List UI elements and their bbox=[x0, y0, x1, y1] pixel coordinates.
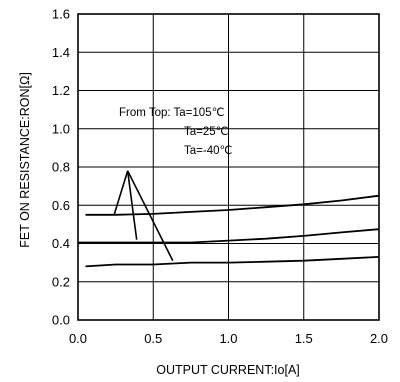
x-tick-label: 1.0 bbox=[219, 331, 237, 346]
x-tick-label: 0.0 bbox=[69, 331, 87, 346]
y-tick-label: 0.6 bbox=[52, 198, 70, 213]
series-line-3 bbox=[85, 256, 380, 268]
annotation-pointer-3 bbox=[126, 170, 174, 262]
series-lines bbox=[78, 194, 380, 268]
x-axis-label: OUTPUT CURRENT:Io[A] bbox=[156, 363, 300, 377]
annotation-pointer-2 bbox=[126, 170, 138, 240]
y-tick-label: 1.2 bbox=[52, 83, 70, 98]
annotation-line-1: From Top: Ta=105℃ bbox=[119, 107, 225, 119]
grid bbox=[77, 13, 380, 321]
y-tick-label: 0.0 bbox=[52, 313, 70, 328]
y-tick-labels: 0.0 0.2 0.4 0.6 0.8 1.0 1.2 1.4 1.6 bbox=[52, 7, 70, 328]
annotation-pointers bbox=[113, 170, 174, 262]
series-line-1 bbox=[85, 194, 380, 216]
x-tick-labels: 0.0 0.5 1.0 1.5 2.0 bbox=[69, 331, 388, 346]
x-tick-label: 0.5 bbox=[144, 331, 162, 346]
annotation-pointer-1 bbox=[113, 170, 129, 216]
y-tick-label: 1.0 bbox=[52, 121, 70, 136]
y-tick-label: 0.4 bbox=[52, 236, 70, 251]
x-tick-label: 2.0 bbox=[370, 331, 388, 346]
annotation-line-3: Ta=-40℃ bbox=[184, 145, 232, 157]
annotation-line-2: Ta=25℃ bbox=[184, 126, 229, 138]
series-line-2 bbox=[78, 228, 380, 244]
y-axis-label: FET ON RESISTANCE:RON[Ω] bbox=[18, 72, 32, 248]
x-tick-label: 1.5 bbox=[295, 331, 313, 346]
y-tick-label: 0.2 bbox=[52, 274, 70, 289]
plot-frame bbox=[77, 13, 380, 321]
y-tick-label: 1.6 bbox=[52, 7, 70, 22]
y-tick-label: 1.4 bbox=[52, 45, 70, 60]
y-tick-label: 0.8 bbox=[52, 160, 70, 175]
